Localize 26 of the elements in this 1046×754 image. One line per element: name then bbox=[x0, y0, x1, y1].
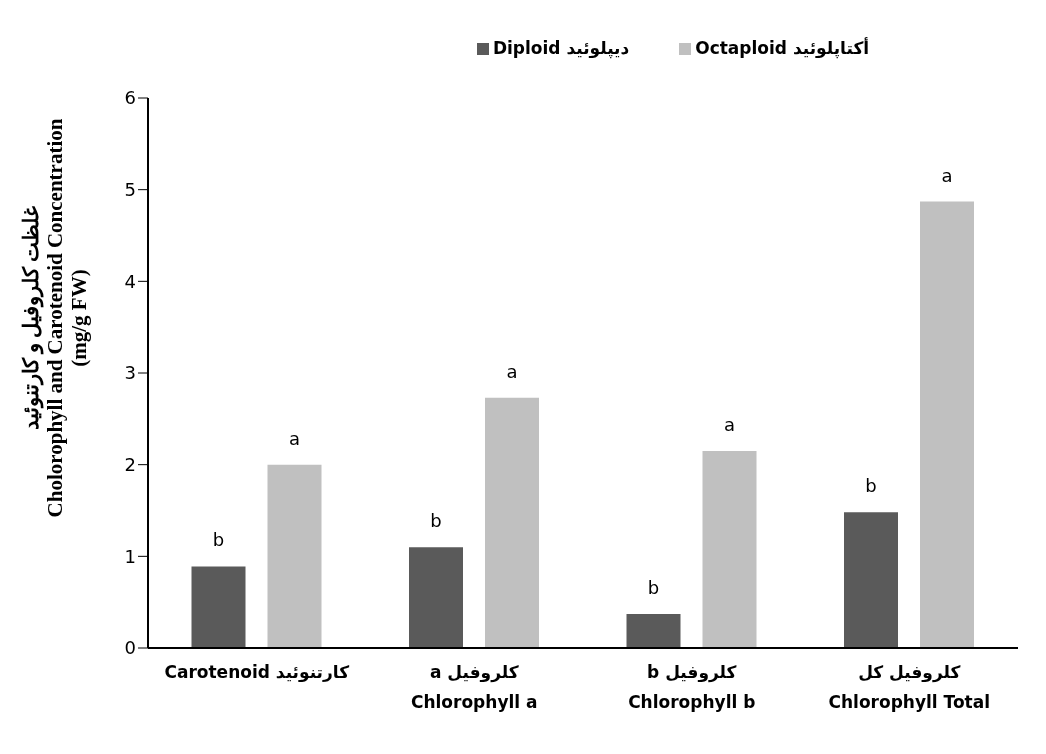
annotation: b bbox=[212, 529, 225, 551]
y-tick-label: 1 bbox=[124, 545, 136, 567]
legend-label: Diploid دیپلوئید bbox=[492, 38, 630, 58]
y-tick-label: 0 bbox=[124, 637, 136, 659]
bar bbox=[626, 614, 681, 648]
bar bbox=[844, 512, 898, 648]
bar bbox=[267, 464, 322, 648]
bar bbox=[702, 450, 757, 648]
annotation: a bbox=[288, 427, 301, 449]
y-tick-label: 2 bbox=[124, 454, 136, 476]
y-tick-label: 3 bbox=[124, 362, 136, 384]
bar bbox=[191, 566, 246, 648]
annotation: b bbox=[647, 577, 660, 599]
x-tick-label: Carotenoid کارتنوئید bbox=[164, 662, 350, 683]
y-tick-label: 5 bbox=[124, 179, 136, 201]
annotation: a bbox=[723, 413, 736, 435]
legend-label: Octaploid أکتاپلوئید bbox=[695, 38, 870, 58]
y-tick-label: 4 bbox=[124, 270, 136, 292]
annotation: b bbox=[430, 510, 442, 532]
bar bbox=[409, 547, 463, 648]
annotation: a bbox=[506, 360, 518, 382]
bar bbox=[485, 397, 539, 648]
bar bbox=[920, 201, 974, 648]
y-tick-label: 6 bbox=[124, 87, 136, 109]
annotation: b bbox=[865, 475, 877, 497]
annotation: a bbox=[941, 164, 953, 186]
